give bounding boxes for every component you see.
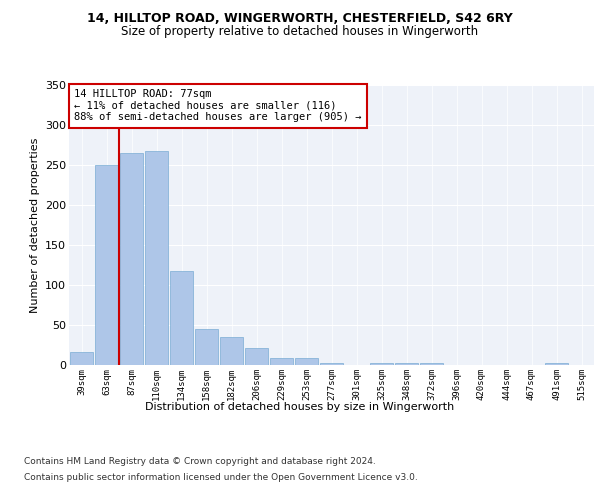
Bar xyxy=(70,352,93,365)
Bar xyxy=(370,362,393,365)
Bar xyxy=(545,362,568,365)
Bar xyxy=(245,348,268,365)
Bar xyxy=(95,165,118,365)
Bar xyxy=(270,358,293,365)
Bar xyxy=(395,362,418,365)
Bar xyxy=(295,358,318,365)
Bar xyxy=(320,362,343,365)
Bar xyxy=(420,362,443,365)
Text: Size of property relative to detached houses in Wingerworth: Size of property relative to detached ho… xyxy=(121,25,479,38)
Bar xyxy=(120,153,143,365)
Text: Distribution of detached houses by size in Wingerworth: Distribution of detached houses by size … xyxy=(145,402,455,412)
Text: 14 HILLTOP ROAD: 77sqm
← 11% of detached houses are smaller (116)
88% of semi-de: 14 HILLTOP ROAD: 77sqm ← 11% of detached… xyxy=(74,89,362,122)
Bar xyxy=(220,337,243,365)
Bar xyxy=(170,272,193,365)
Text: Contains HM Land Registry data © Crown copyright and database right 2024.: Contains HM Land Registry data © Crown c… xyxy=(24,458,376,466)
Bar xyxy=(145,150,168,365)
Bar xyxy=(195,329,218,365)
Y-axis label: Number of detached properties: Number of detached properties xyxy=(29,138,40,312)
Text: Contains public sector information licensed under the Open Government Licence v3: Contains public sector information licen… xyxy=(24,472,418,482)
Text: 14, HILLTOP ROAD, WINGERWORTH, CHESTERFIELD, S42 6RY: 14, HILLTOP ROAD, WINGERWORTH, CHESTERFI… xyxy=(87,12,513,26)
